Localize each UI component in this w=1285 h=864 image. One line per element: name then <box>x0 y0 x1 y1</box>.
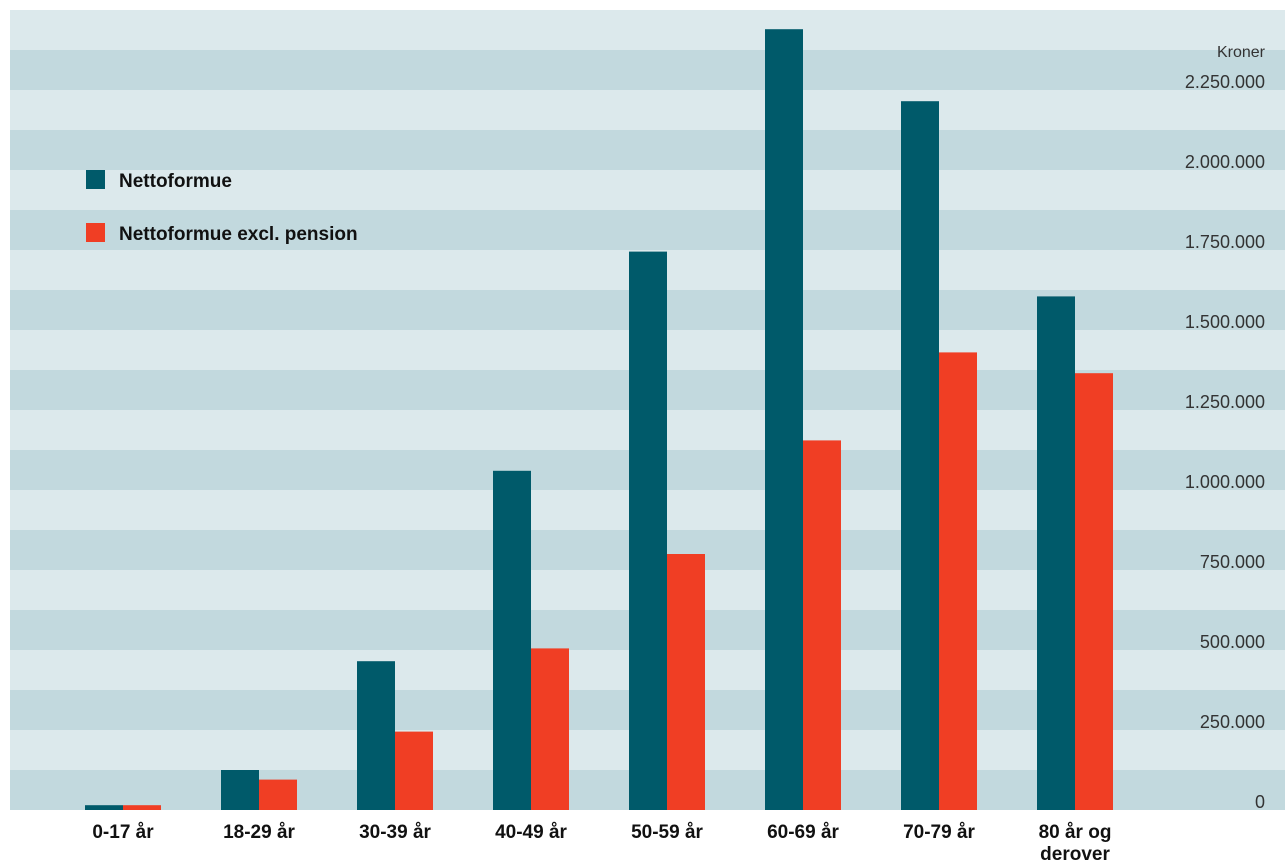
bar-nettoformue <box>221 770 259 810</box>
bar-nettoformue <box>629 251 667 811</box>
bar-nettoformue <box>493 470 531 810</box>
bars <box>85 29 1113 811</box>
y-axis-unit-label: Kroner <box>1217 44 1266 61</box>
bar-nettoformue <box>357 661 395 810</box>
bar-nettoformue-excl-pension <box>667 554 705 810</box>
x-category-label: 0-17 år <box>92 822 154 843</box>
legend-label: Nettoformue excl. pension <box>119 224 358 245</box>
bar-nettoformue <box>85 805 123 810</box>
x-axis-categories: 0-17 år 18-29 år 30-39 år 40-49 år 50-59 år 6… <box>92 822 1111 864</box>
x-category-label: 70-79 år <box>903 822 975 843</box>
background-band <box>10 210 1285 250</box>
x-category-label: 60-69 år <box>767 822 839 843</box>
legend-swatch <box>86 223 105 242</box>
legend-label: Nettoformue <box>119 171 232 192</box>
y-tick-label: 250.000 <box>1200 712 1265 732</box>
x-category-label: 80 år og derover <box>1039 822 1112 864</box>
y-tick-label: 750.000 <box>1200 552 1265 572</box>
bar-nettoformue <box>901 101 939 810</box>
y-tick-label: 1.750.000 <box>1185 232 1265 252</box>
background-band <box>10 50 1285 90</box>
x-category-label: 50-59 år <box>631 822 703 843</box>
x-category-label: 30-39 år <box>359 822 431 843</box>
background-band <box>10 90 1285 130</box>
x-category-label: 40-49 år <box>495 822 567 843</box>
y-tick-label: 1.250.000 <box>1185 392 1265 412</box>
y-tick-label: 2.250.000 <box>1185 72 1265 92</box>
bar-nettoformue <box>765 29 803 810</box>
bar-nettoformue-excl-pension <box>803 440 841 810</box>
bar-nettoformue-excl-pension <box>259 779 297 810</box>
legend-swatch <box>86 170 105 189</box>
y-tick-label: 500.000 <box>1200 632 1265 652</box>
bar-nettoformue-excl-pension <box>395 731 433 810</box>
bar-nettoformue-excl-pension <box>1075 373 1113 810</box>
y-tick-label: 0 <box>1255 792 1265 812</box>
y-tick-label: 1.500.000 <box>1185 312 1265 332</box>
bar-nettoformue-excl-pension <box>531 648 569 810</box>
bar-nettoformue-excl-pension <box>939 352 977 810</box>
background-band <box>10 10 1285 50</box>
background-band <box>10 130 1285 170</box>
y-axis-ticks: 0 250.000 500.000 750.000 1.000.000 1.250.000… <box>1185 72 1265 812</box>
y-tick-label: 2.000.000 <box>1185 152 1265 172</box>
y-tick-label: 1.000.000 <box>1185 472 1265 492</box>
background-band <box>10 170 1285 210</box>
bar-nettoformue-excl-pension <box>123 805 161 810</box>
x-category-label: 18-29 år <box>223 822 295 843</box>
legend: Nettoformue Nettoformue excl. pension <box>86 170 358 245</box>
bar-nettoformue <box>1037 296 1075 810</box>
